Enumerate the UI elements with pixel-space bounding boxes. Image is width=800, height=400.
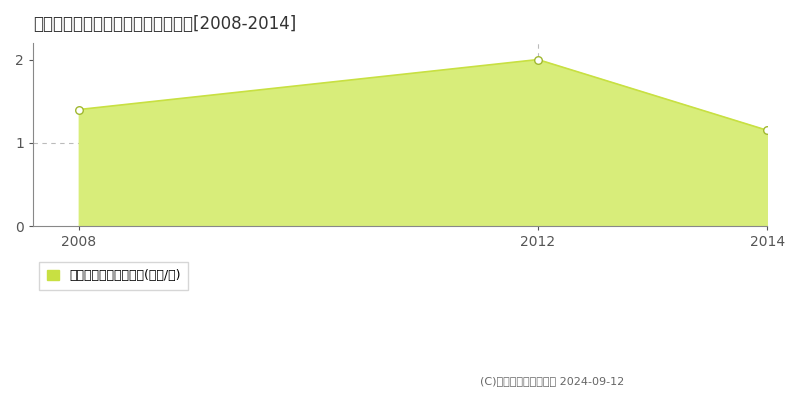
Text: (C)土地価格ドットコム 2024-09-12: (C)土地価格ドットコム 2024-09-12	[480, 376, 624, 386]
Point	[761, 127, 774, 134]
Text: 北津軽郡板柳町長野　土地価格推移[2008-2014]: 北津軽郡板柳町長野 土地価格推移[2008-2014]	[33, 15, 296, 33]
Point	[531, 56, 544, 63]
Point	[73, 106, 86, 113]
Legend: 土地価格　平均嵪単価(万円/嵪): 土地価格 平均嵪単価(万円/嵪)	[39, 262, 188, 290]
